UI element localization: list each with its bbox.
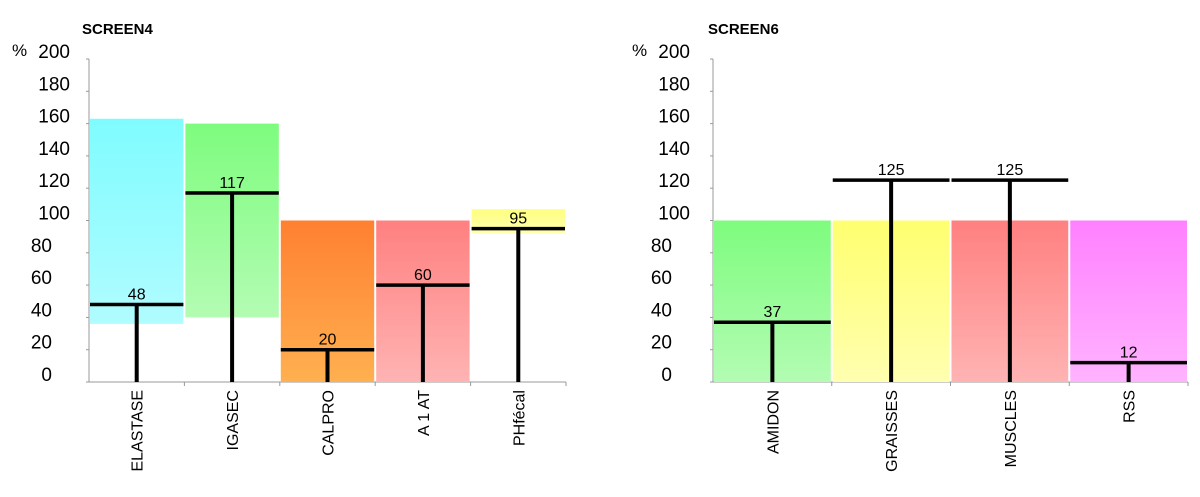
y-tick-label: 20 — [31, 333, 52, 354]
reference-range-bar — [90, 118, 184, 324]
y-tick-label: 200 — [658, 42, 690, 63]
data-label: 117 — [219, 175, 245, 192]
y-tick-label: 180 — [38, 74, 70, 95]
y-tick-label: 100 — [38, 204, 70, 225]
y-tick-label: 140 — [38, 139, 70, 160]
data-label: 95 — [509, 211, 527, 228]
chart-screen6: SCREEN6 0 20 40 60 80 100 120 140 160 180 200% 37 AMI… — [632, 21, 1189, 472]
chart-screen4: SCREEN4 0 20 40 60 80 100 120 140 160 180 200% 48 ELA… — [12, 21, 567, 472]
category-label: CALPRO — [321, 390, 338, 456]
y-tick-label: 180 — [658, 74, 690, 95]
category-label: IGASEC — [225, 390, 242, 450]
category-label: MUSCLES — [1003, 390, 1020, 467]
y-tick-label: 60 — [651, 268, 672, 289]
y-tick-label: 20 — [651, 333, 672, 354]
category-label: AMIDON — [765, 390, 782, 454]
y-tick-label: 0 — [41, 365, 52, 386]
chart-title: SCREEN6 — [708, 21, 779, 38]
y-tick-label: 80 — [31, 236, 52, 257]
y-axis-label: % — [12, 41, 27, 60]
y-tick-label: 120 — [38, 171, 70, 192]
y-tick-label: 40 — [651, 300, 672, 321]
y-axis-label: % — [632, 41, 647, 60]
data-label: 125 — [878, 162, 905, 179]
y-tick-label: 100 — [658, 204, 690, 225]
reference-range-bar — [1070, 220, 1187, 382]
data-label: 125 — [997, 162, 1024, 179]
category-label: PHfécal — [511, 390, 528, 446]
data-label: 20 — [319, 332, 337, 349]
category-label: A 1 AT — [416, 390, 433, 436]
chart-title: SCREEN4 — [82, 21, 154, 38]
data-label: 60 — [414, 267, 432, 284]
y-tick-label: 160 — [658, 107, 690, 128]
y-tick-label: 160 — [38, 107, 70, 128]
y-tick-label: 120 — [658, 171, 690, 192]
y-tick-label: 200 — [38, 42, 70, 63]
data-label: 37 — [763, 304, 781, 321]
data-label: 48 — [128, 286, 146, 303]
y-tick-label: 80 — [651, 236, 672, 257]
y-tick-label: 40 — [31, 300, 52, 321]
y-tick-label: 0 — [661, 365, 672, 386]
category-label: ELASTASE — [130, 390, 147, 472]
category-label: RSS — [1122, 390, 1139, 423]
y-tick-label: 60 — [31, 268, 52, 289]
category-label: GRAISSES — [884, 390, 901, 472]
y-tick-label: 140 — [658, 139, 690, 160]
data-label: 12 — [1120, 345, 1138, 362]
